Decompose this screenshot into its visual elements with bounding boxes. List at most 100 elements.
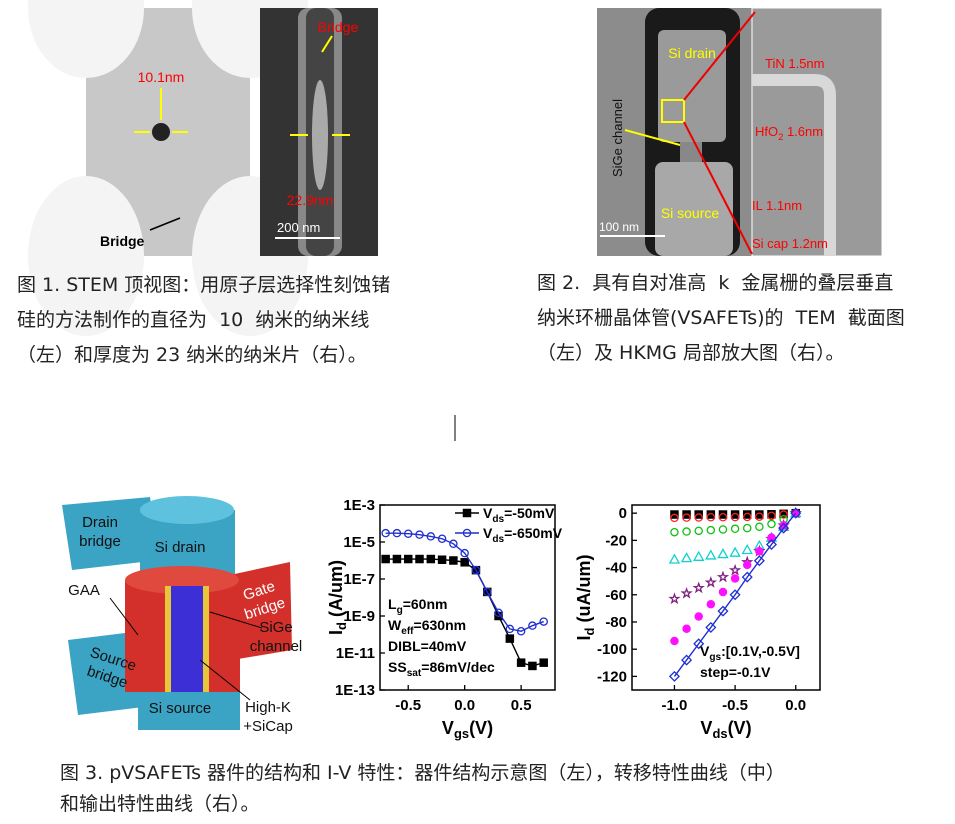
x-tick-label: -0.5 bbox=[722, 697, 748, 714]
x-tick-label: -1.0 bbox=[662, 697, 688, 714]
label: 22.9nm bbox=[287, 192, 334, 208]
sheet bbox=[312, 80, 328, 190]
x-tick-label: -0.5 bbox=[395, 697, 421, 714]
marker bbox=[516, 626, 526, 636]
x-axis-title: Vds(V) bbox=[700, 718, 751, 741]
source bbox=[655, 162, 733, 256]
text-part: :[0.1V,-0.5V] bbox=[721, 643, 800, 659]
marker bbox=[460, 558, 469, 567]
marker bbox=[415, 530, 424, 539]
marker bbox=[705, 549, 717, 560]
y-tick-label: 1E-7 bbox=[343, 571, 375, 588]
text-part: =60nm bbox=[403, 596, 448, 612]
text-part: =630nm bbox=[414, 617, 467, 633]
text-part: =-50mV bbox=[504, 505, 555, 521]
text-part: SS bbox=[388, 659, 407, 675]
subscript: 2 bbox=[778, 132, 783, 142]
caption-line: 和输出特性曲线（右）。 bbox=[60, 793, 260, 815]
label: IL 1.1nm bbox=[752, 198, 802, 213]
subscript: d bbox=[334, 622, 349, 630]
label: HfO2 1.6nm bbox=[755, 124, 823, 142]
marker bbox=[392, 528, 402, 538]
zoom-line bbox=[683, 11, 756, 101]
y-tick-label: -20 bbox=[605, 532, 627, 549]
caption-line: 图 3. pVSAFETs 器件的结构和 I-V 特性：器件结构示意图（左），转… bbox=[60, 762, 785, 784]
marker bbox=[505, 634, 515, 643]
y-tick-label: -80 bbox=[605, 614, 627, 631]
channel bbox=[171, 586, 203, 692]
y-tick-label: 1E-13 bbox=[335, 682, 375, 699]
marker bbox=[516, 658, 526, 667]
text-part: W bbox=[388, 617, 402, 633]
marker bbox=[717, 548, 729, 559]
chart: -1.0 -0.5 0.0 0 -20 -40 -60 -80 -100 -120 Vds(V) Id… bbox=[574, 504, 821, 741]
marker bbox=[741, 571, 753, 583]
marker bbox=[449, 539, 458, 549]
arrow bbox=[321, 35, 333, 53]
marker bbox=[693, 638, 705, 650]
y-tick-label: 1E-11 bbox=[336, 645, 375, 662]
marker bbox=[779, 510, 788, 519]
drain bbox=[658, 30, 726, 142]
label: Drain bridge bbox=[79, 514, 121, 550]
caption-line: （左）和厚度为 23 纳米的纳米片（右）。 bbox=[17, 344, 367, 366]
marker bbox=[670, 527, 679, 537]
plot-frame bbox=[631, 504, 821, 691]
label: High-K +SiCap bbox=[243, 699, 293, 735]
marker bbox=[539, 658, 548, 667]
caption-line: 图 2. 具有自对准高 k 金属栅的叠层垂直 bbox=[537, 272, 894, 294]
subscript: gs bbox=[709, 652, 721, 663]
label: TiN 1.5nm bbox=[765, 56, 824, 71]
marker bbox=[790, 507, 802, 519]
hkmg bbox=[752, 74, 836, 256]
marker bbox=[680, 586, 693, 599]
text-part: L bbox=[388, 596, 397, 612]
y-tick-label: -100 bbox=[597, 641, 627, 658]
marker bbox=[742, 523, 752, 533]
marker bbox=[449, 556, 458, 565]
marker bbox=[741, 543, 753, 555]
text-line: Si source bbox=[149, 700, 212, 717]
annotation: Vgs:[0.1V,-0.5V] bbox=[700, 643, 800, 663]
subscript: ds bbox=[492, 534, 504, 545]
marker bbox=[717, 605, 729, 617]
text-part: 1.6nm bbox=[783, 124, 823, 139]
marker bbox=[718, 587, 728, 597]
text-part: I bbox=[326, 630, 346, 635]
marker bbox=[682, 624, 691, 634]
text-line: bridge bbox=[79, 533, 121, 550]
marker bbox=[668, 670, 680, 682]
y-axis-title: Id (uA/um) bbox=[574, 555, 597, 641]
y-axis-title: Id (A/um) bbox=[326, 560, 349, 635]
text-part: V bbox=[700, 718, 712, 738]
marker bbox=[729, 589, 741, 601]
caption-line: 纳米环栅晶体管(VSAFETs)的 TEM 截面图 bbox=[537, 307, 905, 329]
x-tick-label: 0.0 bbox=[454, 697, 475, 714]
corner bbox=[28, 176, 144, 336]
plot-frame bbox=[379, 504, 556, 691]
text-line: +SiCap bbox=[243, 718, 293, 735]
marker bbox=[403, 529, 413, 538]
marker bbox=[692, 581, 705, 594]
marker bbox=[682, 513, 691, 522]
marker bbox=[706, 525, 716, 535]
subscript: sat bbox=[407, 668, 422, 679]
caption-line: 图 1. STEM 顶视图：用原子层选择性刻蚀锗 bbox=[17, 274, 391, 296]
label: Si source bbox=[661, 205, 720, 221]
marker bbox=[742, 512, 752, 522]
label: Si source bbox=[149, 700, 212, 717]
text-part: HfO bbox=[755, 124, 778, 139]
marker bbox=[670, 636, 679, 646]
marker bbox=[718, 512, 728, 522]
marker bbox=[742, 560, 752, 570]
inset bbox=[751, 7, 883, 257]
marker bbox=[755, 512, 764, 521]
label: SiGe channel bbox=[250, 619, 303, 655]
series-line bbox=[673, 512, 797, 677]
label: Si cap 1.2nm bbox=[752, 236, 828, 251]
marker bbox=[682, 527, 691, 536]
si-drain-top bbox=[140, 496, 234, 524]
marker bbox=[704, 576, 718, 588]
marker bbox=[730, 512, 740, 522]
